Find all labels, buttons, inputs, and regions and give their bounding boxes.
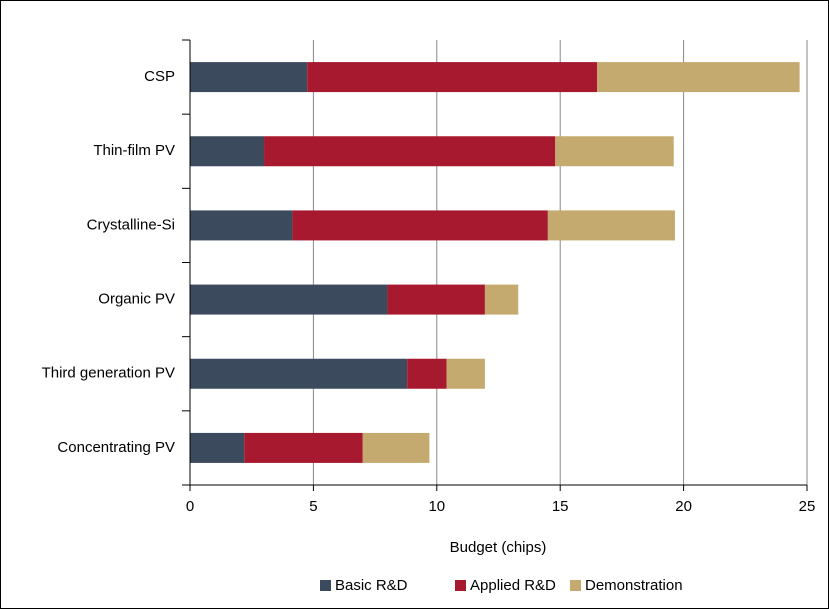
bar-segment — [190, 210, 293, 241]
x-tick-label: 0 — [186, 498, 194, 515]
y-tick-label: Crystalline-Si — [87, 216, 175, 233]
bar-segment — [190, 432, 245, 463]
x-axis-label: Budget (chips) — [450, 539, 547, 556]
bar-segment — [555, 136, 674, 167]
y-tick-label: Concentrating PV — [57, 439, 175, 456]
y-tick-label: CSP — [144, 68, 175, 85]
bar-segment — [362, 432, 430, 463]
bar-segment — [387, 284, 485, 315]
x-tick-label: 10 — [428, 498, 445, 515]
legend-label: Applied R&D — [470, 577, 556, 594]
bar-segment — [547, 210, 675, 241]
bar-segment — [190, 358, 408, 389]
legend-label: Demonstration — [585, 577, 683, 594]
y-tick-label: Third generation PV — [42, 365, 175, 382]
bar-segment — [190, 284, 388, 315]
bar-segment — [597, 62, 800, 93]
bar-segment — [484, 284, 519, 315]
x-tick-label: 15 — [552, 498, 569, 515]
bar-segment — [264, 136, 556, 167]
bar-segment — [407, 358, 447, 389]
legend-swatch — [455, 580, 466, 591]
x-tick-label: 25 — [799, 498, 816, 515]
x-tick-label: 5 — [309, 498, 317, 515]
legend-swatch — [570, 580, 581, 591]
bar-segment — [190, 136, 265, 167]
bar-segment — [244, 432, 363, 463]
bar-segment — [190, 62, 308, 93]
bar-segment — [446, 358, 485, 389]
legend-label: Basic R&D — [335, 577, 408, 594]
x-tick-label: 20 — [675, 498, 692, 515]
y-tick-label: Thin-film PV — [93, 142, 175, 159]
legend-swatch — [320, 580, 331, 591]
bar-segment — [307, 62, 598, 93]
bar-segment — [292, 210, 548, 241]
y-tick-label: Organic PV — [98, 291, 175, 308]
